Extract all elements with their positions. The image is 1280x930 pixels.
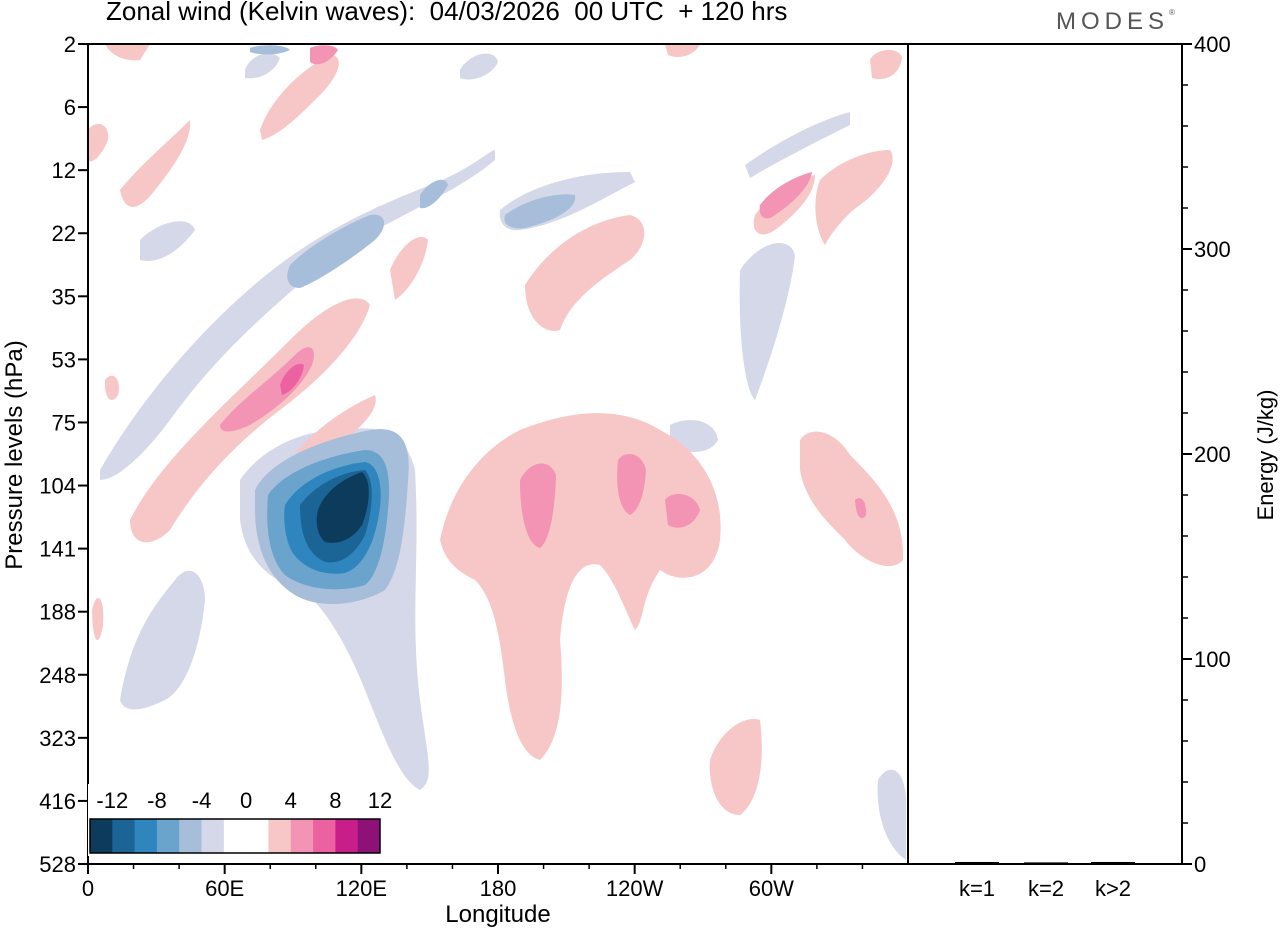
colorbar-label: -4 (192, 788, 212, 813)
longitude-tick-label: 60W (749, 876, 794, 901)
energy-axis-title: Energy (J/kg) (1253, 390, 1278, 521)
energy-bar (955, 861, 999, 864)
colorbar-swatch (223, 819, 247, 853)
energy-axis: 0 100 200 300 400 (1182, 32, 1231, 877)
pressure-tick-label: 53 (52, 347, 76, 372)
pressure-tick-label: 188 (39, 600, 76, 625)
brand-name: MODES (1056, 8, 1170, 35)
colorbar-label: 8 (329, 788, 341, 813)
colorbar-swatch (134, 819, 158, 853)
colorbar-swatch (290, 819, 314, 853)
pressure-tick-label: 22 (52, 221, 76, 246)
colorbar-swatch (112, 819, 136, 853)
longitude-tick-label: 60E (205, 876, 244, 901)
pressure-tick-label: 416 (39, 789, 76, 814)
colorbar-label: 0 (240, 788, 252, 813)
energy-category-label: k=1 (959, 876, 995, 901)
pressure-tick-label: 323 (39, 726, 76, 751)
colorbar-label: -8 (147, 788, 167, 813)
colorbar-label: 4 (285, 788, 297, 813)
energy-tick-label: 400 (1194, 32, 1231, 57)
colorbar-label: -12 (96, 788, 128, 813)
energy-bar (1091, 861, 1135, 864)
brand-logo: MODES® (1056, 8, 1175, 36)
colorbar-swatch (357, 819, 381, 853)
pressure-tick-label: 2 (64, 32, 76, 57)
energy-tick-label: 200 (1194, 442, 1231, 467)
colorbar-swatch (268, 819, 292, 853)
y-axis-title: Pressure levels (hPa) (1, 340, 28, 569)
colorbar-swatch (90, 819, 113, 853)
westerly-medium (220, 45, 867, 548)
colorbar-border (89, 818, 381, 854)
pressure-tick-label: 6 (64, 95, 76, 120)
energy-tick-label: 0 (1194, 852, 1206, 877)
energy-bar (1024, 862, 1068, 865)
x-axis-title: Longitude (445, 901, 550, 928)
chart-title: Zonal wind (Kelvin waves): 04/03/2026 00… (106, 0, 788, 26)
pressure-tick-label: 104 (39, 474, 76, 499)
energy-category-label: k=2 (1028, 876, 1064, 901)
energy-category-label: k>2 (1095, 876, 1131, 901)
longitude-tick-label: 120E (336, 876, 387, 901)
westerly-strong (280, 363, 304, 395)
pressure-tick-label: 12 (52, 158, 76, 183)
pressure-tick-label: 141 (39, 537, 76, 562)
pressure-tick-label: 35 (52, 284, 76, 309)
colorbar-swatch (179, 819, 203, 853)
easterly-core (267, 450, 390, 590)
energy-tick-label: 100 (1194, 647, 1231, 672)
colorbar-label: 12 (368, 788, 392, 813)
energy-plot-frame (907, 43, 1183, 865)
colorbar-swatch (156, 819, 180, 853)
energy-bars: k=1 k=2 k>2 (955, 861, 1135, 901)
colorbar-swatch (201, 819, 225, 853)
colorbar-swatch (246, 819, 269, 853)
energy-tick-label: 300 (1194, 237, 1231, 262)
pressure-tick-label: 248 (39, 663, 76, 688)
longitude-tick-label: 180 (480, 876, 517, 901)
pressure-tick-label: 528 (39, 852, 76, 877)
brand-mark: ® (1169, 8, 1175, 17)
longitude-axis: 0 60E 120E 180 120W 60W (82, 864, 864, 901)
longitude-tick-label: 120W (606, 876, 664, 901)
colorbar-swatch (313, 819, 336, 853)
pressure-tick-label: 75 (52, 410, 76, 435)
colorbar-legend: -12 -8 -4 0 4 8 12 (88, 784, 392, 856)
contour-field (88, 44, 906, 860)
pressure-axis: 2 6 12 22 35 53 75 104 141 188 248 323 416 528 (39, 32, 88, 877)
longitude-tick-label: 0 (82, 876, 94, 901)
colorbar-swatch (335, 819, 359, 853)
